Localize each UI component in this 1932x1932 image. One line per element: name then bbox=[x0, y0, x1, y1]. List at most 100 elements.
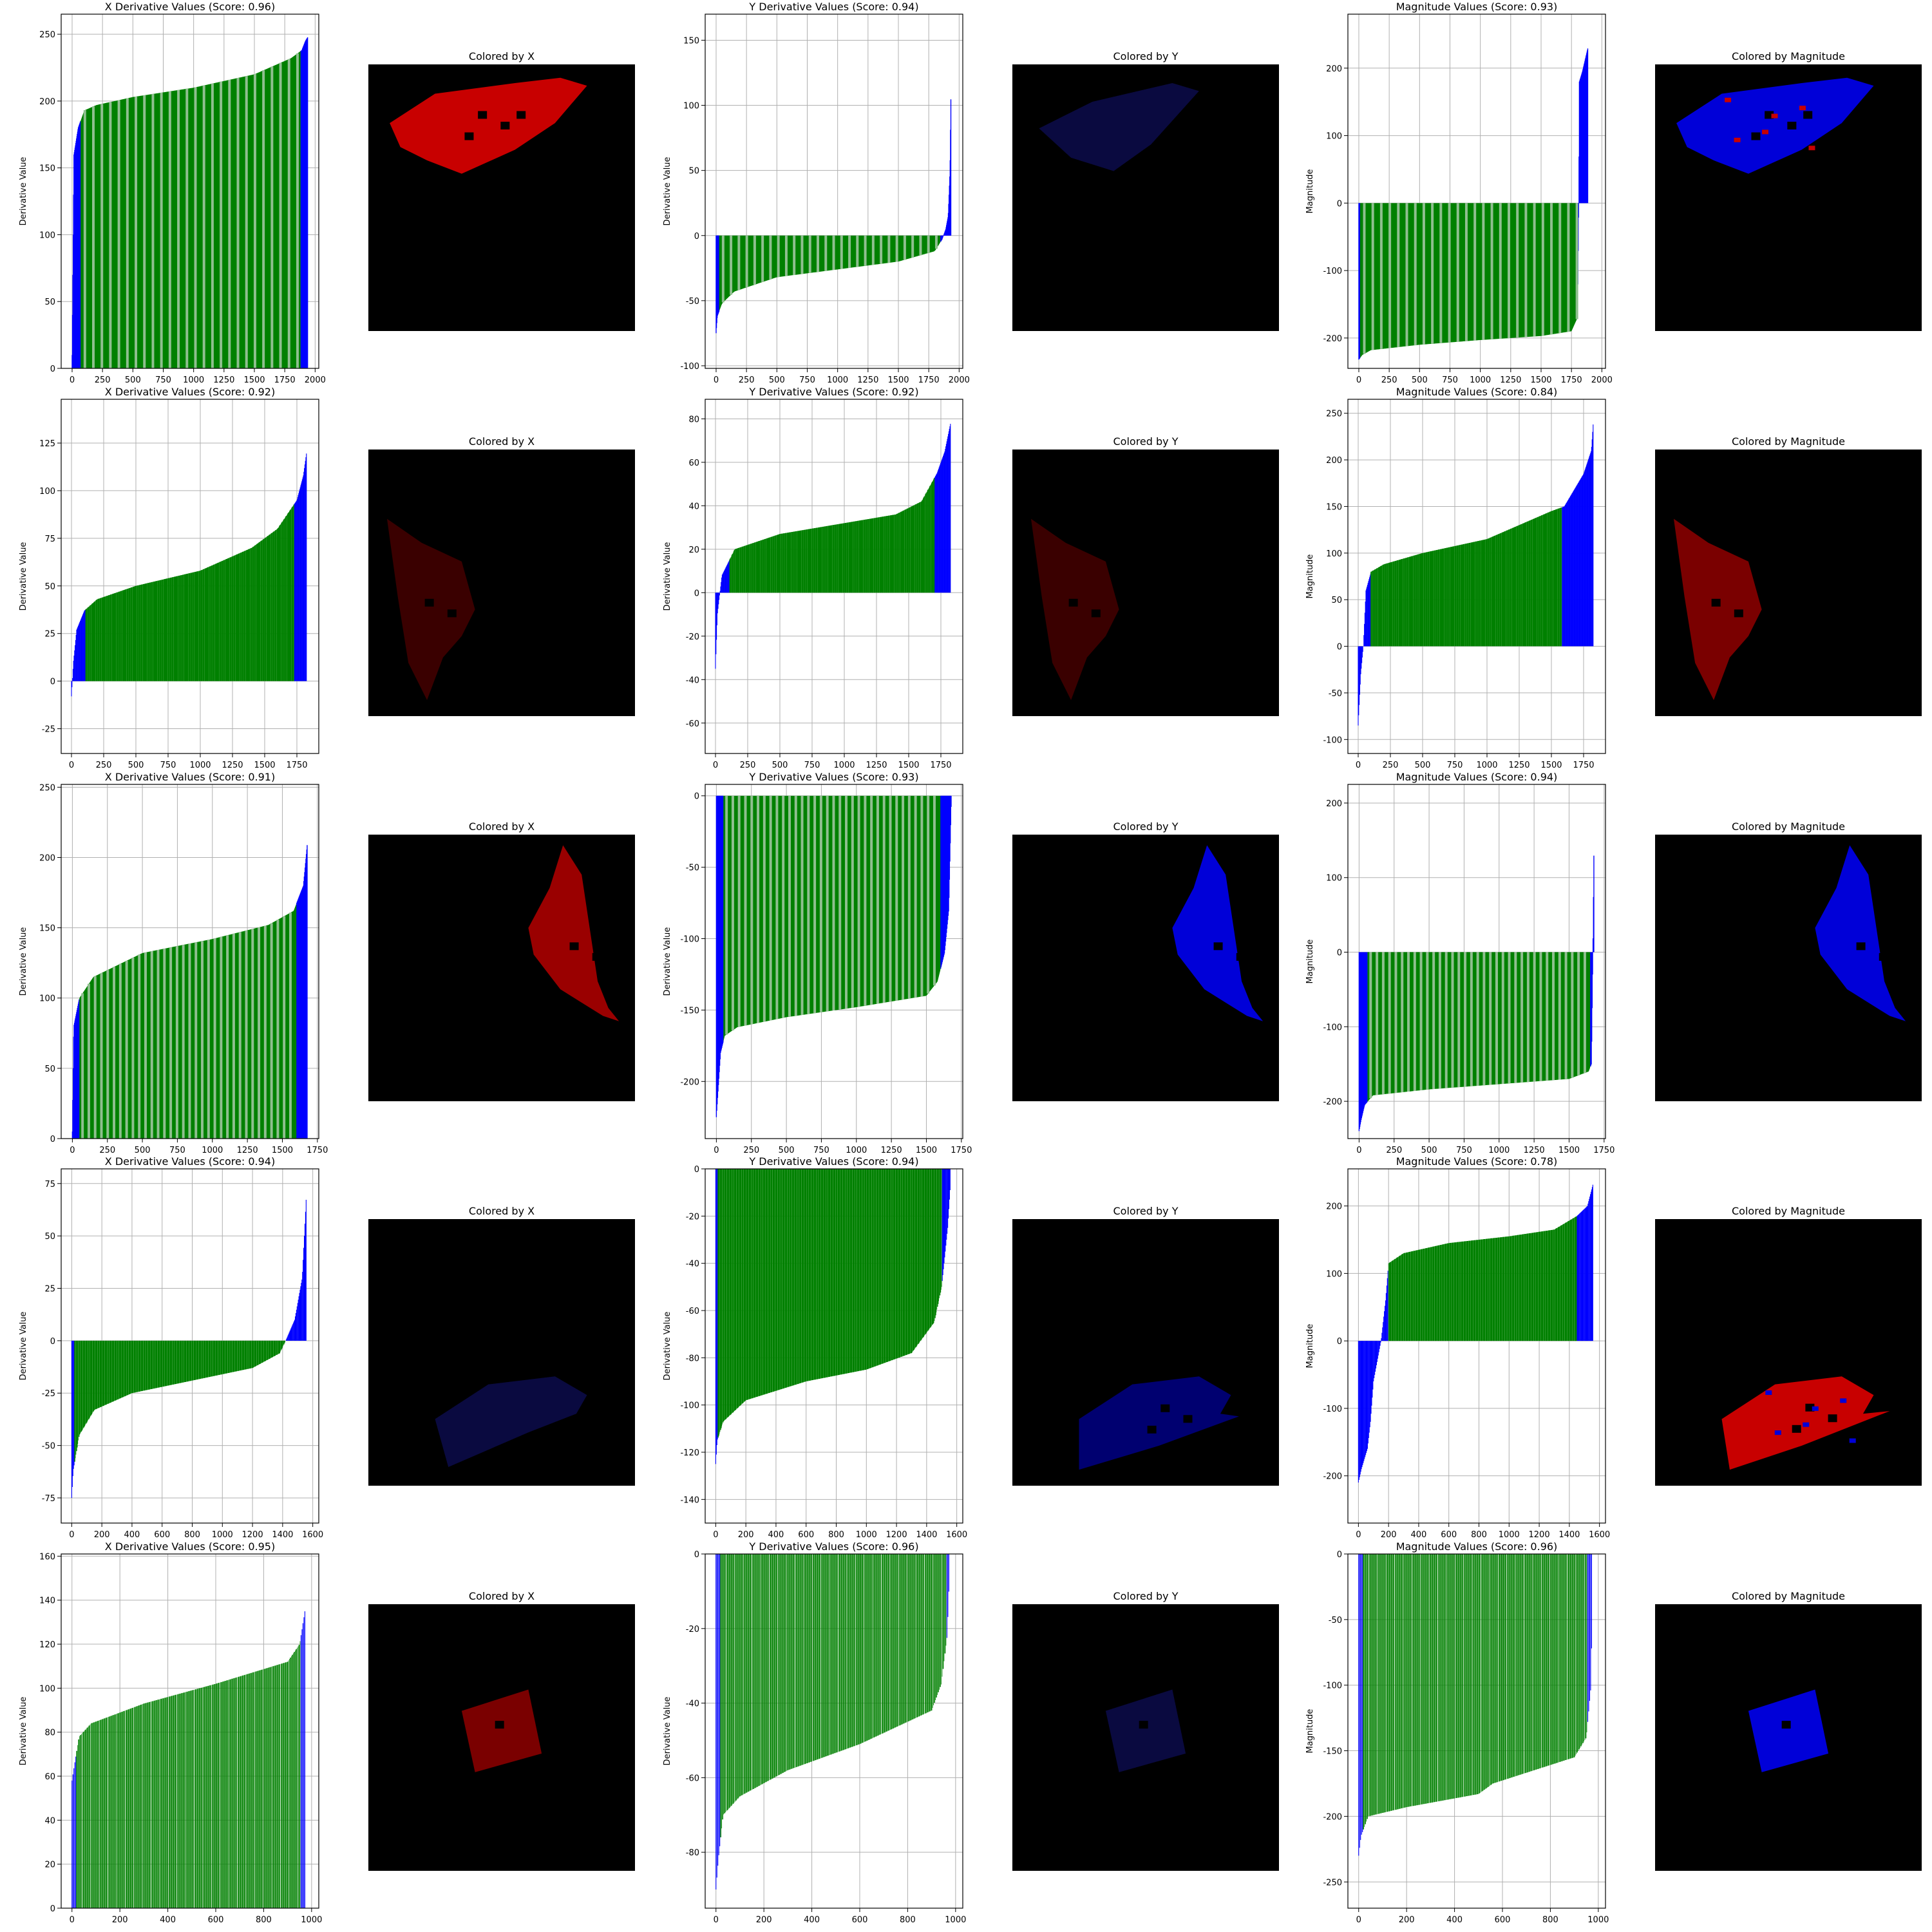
y-tick-label: -50 bbox=[1329, 689, 1342, 699]
y-tick-label: 100 bbox=[39, 1684, 55, 1694]
segment-hole bbox=[1751, 133, 1760, 140]
axes-frame bbox=[705, 14, 963, 368]
x-tick-label: 0 bbox=[713, 761, 718, 770]
x-tick-label: 250 bbox=[95, 375, 111, 385]
y-tick-label: -200 bbox=[1323, 1812, 1342, 1822]
chart-panel: 0 200 400 600 800 1000-250-200-150-100-500Mag… bbox=[1305, 1540, 1609, 1925]
x-tick-label: 400 bbox=[160, 1915, 176, 1925]
y-tick-label: 250 bbox=[39, 783, 55, 793]
x-tick-label: 1000 bbox=[1499, 1530, 1520, 1540]
x-tick-label: 2000 bbox=[305, 375, 326, 385]
x-tick-label: 200 bbox=[756, 1915, 772, 1925]
segment-hole bbox=[1857, 942, 1866, 950]
segment-hole bbox=[570, 942, 579, 950]
image-title: Colored by Y bbox=[1113, 820, 1179, 833]
colored-image-panel: Colored by Magnitude bbox=[1655, 1590, 1922, 1871]
x-tick-label: 1000 bbox=[1476, 761, 1497, 770]
chart-title: X Derivative Values (Score: 0.96) bbox=[105, 1, 275, 13]
y-tick-label: -40 bbox=[686, 676, 699, 685]
y-tick-label: 60 bbox=[44, 1772, 55, 1782]
y-tick-label: -25 bbox=[42, 725, 55, 735]
y-tick-label: -100 bbox=[1323, 1023, 1342, 1032]
x-tick-label: 0 bbox=[69, 1530, 74, 1540]
x-tick-label: 1000 bbox=[183, 375, 204, 385]
x-tick-label: 500 bbox=[1412, 375, 1428, 385]
x-tick-label: 400 bbox=[768, 1530, 784, 1540]
x-tick-label: 250 bbox=[99, 1146, 115, 1155]
image-title: Colored by X bbox=[469, 1205, 535, 1217]
x-tick-label: 1000 bbox=[846, 1146, 867, 1155]
x-tick-label: 800 bbox=[184, 1530, 200, 1540]
x-tick-label: 1000 bbox=[212, 1530, 233, 1540]
x-tick-label: 1750 bbox=[918, 375, 940, 385]
x-tick-label: 1000 bbox=[833, 761, 855, 770]
y-tick-label: 0 bbox=[50, 1337, 55, 1347]
x-tick-label: 1750 bbox=[1573, 761, 1594, 770]
x-tick-label: 1000 bbox=[1470, 375, 1491, 385]
x-tick-label: 750 bbox=[169, 1146, 185, 1155]
y-tick-label: 0 bbox=[1337, 643, 1342, 652]
bar-core bbox=[80, 51, 301, 368]
x-tick-label: 1400 bbox=[272, 1530, 293, 1540]
x-tick-label: 1000 bbox=[202, 1146, 223, 1155]
colored-image-panel: Colored by Y bbox=[1012, 1590, 1279, 1871]
y-tick-label: 0 bbox=[694, 792, 699, 802]
bars bbox=[715, 1169, 950, 1464]
chart-title: X Derivative Values (Score: 0.92) bbox=[105, 386, 275, 398]
image-title: Colored by Magnitude bbox=[1732, 1205, 1845, 1217]
y-tick-label: -120 bbox=[680, 1448, 699, 1458]
segment-hole bbox=[464, 133, 473, 140]
x-tick-label: 1600 bbox=[302, 1530, 323, 1540]
x-tick-label: 200 bbox=[738, 1530, 754, 1540]
x-tick-label: 0 bbox=[713, 1530, 718, 1540]
image-title: Colored by Magnitude bbox=[1732, 820, 1845, 833]
image-title: Colored by X bbox=[469, 820, 535, 833]
y-tick-label: 75 bbox=[44, 1180, 55, 1189]
chart-panel: 0 200 400 600 800 1000020406080100120140160X … bbox=[19, 1540, 322, 1925]
x-tick-label: 250 bbox=[739, 375, 755, 385]
chart-title: Magnitude Values (Score: 0.84) bbox=[1396, 386, 1558, 398]
y-tick-label: -50 bbox=[686, 297, 699, 307]
image-title: Colored by X bbox=[469, 435, 535, 448]
segment-speck bbox=[1762, 129, 1768, 134]
bars bbox=[72, 37, 308, 368]
segment-hole bbox=[1792, 1425, 1801, 1433]
colored-image-panel: Colored by Magnitude bbox=[1655, 50, 1922, 331]
bars bbox=[716, 99, 951, 333]
y-axis-label: Derivative Value bbox=[663, 927, 672, 996]
y-axis-label: Derivative Value bbox=[19, 927, 28, 996]
y-tick-label: 100 bbox=[39, 487, 55, 497]
y-tick-label: -100 bbox=[1323, 735, 1342, 745]
y-tick-label: 0 bbox=[694, 1165, 699, 1175]
y-axis-label: Magnitude bbox=[1305, 1324, 1315, 1368]
segment-hole bbox=[478, 111, 487, 118]
bar-core bbox=[723, 796, 940, 1041]
y-tick-label: 0 bbox=[694, 589, 699, 598]
y-tick-label: 50 bbox=[44, 582, 55, 592]
y-tick-label: 75 bbox=[44, 535, 55, 544]
x-tick-label: 0 bbox=[714, 1146, 719, 1155]
colored-image-panel: Colored by Y bbox=[1012, 820, 1279, 1101]
segment-hole bbox=[1148, 1426, 1157, 1434]
y-tick-label: 100 bbox=[1326, 874, 1342, 884]
bars bbox=[716, 1554, 949, 1889]
chart-title: X Derivative Values (Score: 0.91) bbox=[105, 771, 275, 783]
x-tick-label: 400 bbox=[124, 1530, 140, 1540]
x-tick-label: 1500 bbox=[254, 761, 275, 770]
chart-title: Y Derivative Values (Score: 0.94) bbox=[748, 1, 918, 13]
chart-title: Y Derivative Values (Score: 0.92) bbox=[748, 386, 918, 398]
y-axis-label: Derivative Value bbox=[19, 542, 28, 611]
x-tick-label: 800 bbox=[900, 1915, 916, 1925]
segment-speck bbox=[1803, 1423, 1809, 1427]
x-tick-label: 200 bbox=[1381, 1530, 1397, 1540]
x-tick-label: 2000 bbox=[1591, 375, 1613, 385]
bar-core bbox=[719, 236, 940, 312]
chart-title: Magnitude Values (Score: 0.78) bbox=[1396, 1155, 1558, 1168]
chart-panel: 0 250 500 750 1000 1250 1500 1750 2000-200-10001… bbox=[1305, 1, 1613, 385]
x-tick-label: 1250 bbox=[222, 761, 243, 770]
x-tick-label: 1750 bbox=[1561, 375, 1582, 385]
x-tick-label: 750 bbox=[1442, 375, 1458, 385]
y-tick-label: 100 bbox=[683, 102, 699, 111]
segment-hole bbox=[448, 609, 457, 617]
